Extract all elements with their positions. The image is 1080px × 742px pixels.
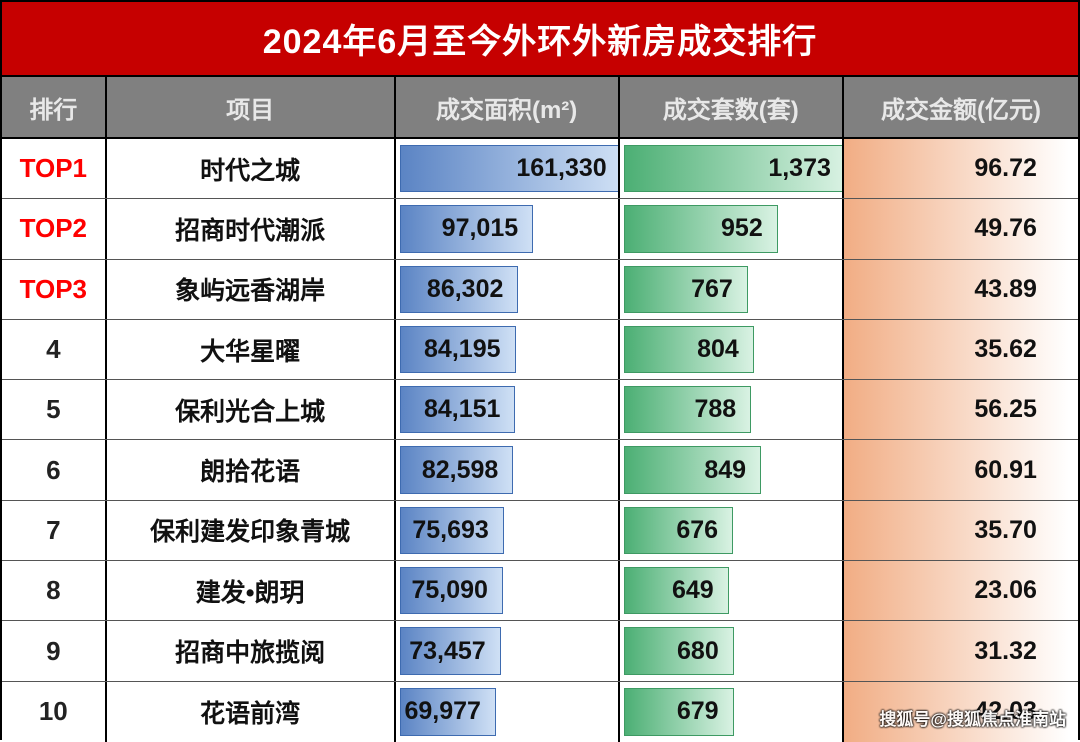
cell-area-2: 86,302 xyxy=(396,260,620,319)
cell-units-8: 680 xyxy=(620,621,844,680)
table-row[interactable]: 4 大华星曜 84,195 804 35.62 xyxy=(2,320,1078,380)
cell-units-1: 952 xyxy=(620,199,844,258)
cell-rank-5: 6 xyxy=(2,440,107,499)
cell-rank-2: TOP3 xyxy=(2,260,107,319)
cell-area-3: 84,195 xyxy=(396,320,620,379)
cell-rank-7: 8 xyxy=(2,561,107,620)
cell-area-9: 69,977 xyxy=(396,682,620,742)
cell-name-3: 大华星曜 xyxy=(107,320,396,379)
cell-rank-6: 7 xyxy=(2,501,107,560)
cell-area-0: 161,330 xyxy=(396,139,620,198)
cell-name-0: 时代之城 xyxy=(107,139,396,198)
cell-units-3: 804 xyxy=(620,320,844,379)
cell-amount-6: 35.70 xyxy=(844,501,1078,560)
table-rows-container: TOP1 时代之城 161,330 1,373 96.72 TOP2 招商时代潮… xyxy=(2,139,1078,742)
cell-name-6: 保利建发印象青城 xyxy=(107,501,396,560)
cell-rank-0: TOP1 xyxy=(2,139,107,198)
cell-amount-0: 96.72 xyxy=(844,139,1078,198)
cell-name-5: 朗拾花语 xyxy=(107,440,396,499)
cell-area-5: 82,598 xyxy=(396,440,620,499)
header-area: 成交面积(m²) xyxy=(396,77,620,137)
table-title: 2024年6月至今外环外新房成交排行 xyxy=(263,14,818,63)
cell-units-0: 1,373 xyxy=(620,139,844,198)
cell-units-6: 676 xyxy=(620,501,844,560)
table-title-bar: 2024年6月至今外环外新房成交排行 xyxy=(2,2,1078,77)
cell-rank-3: 4 xyxy=(2,320,107,379)
table-row[interactable]: 8 建发•朗玥 75,090 649 23.06 xyxy=(2,561,1078,621)
cell-area-6: 75,693 xyxy=(396,501,620,560)
table-row[interactable]: 5 保利光合上城 84,151 788 56.25 xyxy=(2,380,1078,440)
cell-area-7: 75,090 xyxy=(396,561,620,620)
table-row[interactable]: 7 保利建发印象青城 75,693 676 35.70 xyxy=(2,501,1078,561)
cell-units-5: 849 xyxy=(620,440,844,499)
header-amount: 成交金额(亿元) xyxy=(844,77,1078,137)
ranking-table: 2024年6月至今外环外新房成交排行 排行 项目 成交面积(m²) 成交套数(套… xyxy=(0,0,1080,740)
table-row[interactable]: 6 朗拾花语 82,598 849 60.91 xyxy=(2,440,1078,500)
table-row[interactable]: TOP1 时代之城 161,330 1,373 96.72 xyxy=(2,139,1078,199)
cell-name-7: 建发•朗玥 xyxy=(107,561,396,620)
cell-units-2: 767 xyxy=(620,260,844,319)
cell-name-2: 象屿远香湖岸 xyxy=(107,260,396,319)
cell-amount-7: 23.06 xyxy=(844,561,1078,620)
cell-amount-4: 56.25 xyxy=(844,380,1078,439)
cell-rank-4: 5 xyxy=(2,380,107,439)
cell-rank-8: 9 xyxy=(2,621,107,680)
cell-units-4: 788 xyxy=(620,380,844,439)
header-name: 项目 xyxy=(107,77,396,137)
cell-amount-2: 43.89 xyxy=(844,260,1078,319)
cell-name-8: 招商中旅揽阅 xyxy=(107,621,396,680)
cell-area-8: 73,457 xyxy=(396,621,620,680)
table-row[interactable]: 9 招商中旅揽阅 73,457 680 31.32 xyxy=(2,621,1078,681)
cell-area-1: 97,015 xyxy=(396,199,620,258)
table-row[interactable]: TOP2 招商时代潮派 97,015 952 49.76 xyxy=(2,199,1078,259)
cell-name-1: 招商时代潮派 xyxy=(107,199,396,258)
cell-name-9: 花语前湾 xyxy=(107,682,396,742)
table-header-row: 排行 项目 成交面积(m²) 成交套数(套) 成交金额(亿元) xyxy=(2,77,1078,139)
cell-area-4: 84,151 xyxy=(396,380,620,439)
cell-rank-1: TOP2 xyxy=(2,199,107,258)
cell-amount-5: 60.91 xyxy=(844,440,1078,499)
cell-amount-8: 31.32 xyxy=(844,621,1078,680)
cell-amount-3: 35.62 xyxy=(844,320,1078,379)
footer-watermark-text: 搜狐号@搜狐焦点淮南站 xyxy=(879,705,1066,730)
cell-rank-9: 10 xyxy=(2,682,107,742)
header-units: 成交套数(套) xyxy=(620,77,844,137)
header-rank: 排行 xyxy=(2,77,107,137)
cell-name-4: 保利光合上城 xyxy=(107,380,396,439)
cell-units-9: 679 xyxy=(620,682,844,742)
cell-units-7: 649 xyxy=(620,561,844,620)
cell-amount-1: 49.76 xyxy=(844,199,1078,258)
table-row[interactable]: TOP3 象屿远香湖岸 86,302 767 43.89 xyxy=(2,260,1078,320)
